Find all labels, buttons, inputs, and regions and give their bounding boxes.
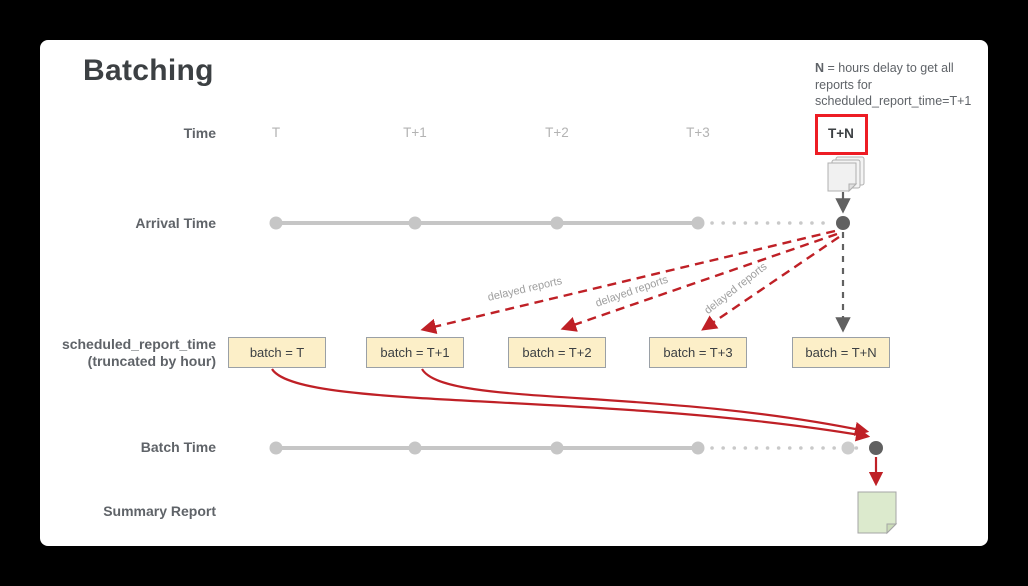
highlight-box-t-plus-n [815, 114, 868, 155]
batch-box-tn: batch = T+N [792, 337, 890, 368]
row-label-time: Time [183, 125, 216, 141]
time-tick-tn: T+N [828, 126, 854, 141]
batch-box-t3: batch = T+3 [649, 337, 747, 368]
time-tick-t2: T+2 [545, 125, 569, 140]
summary-report-note-icon [857, 491, 898, 535]
batch-box-t: batch = T [228, 337, 326, 368]
batchtime-tn-dot [841, 441, 855, 455]
note-line-3: scheduled_report_time=T+1 [815, 94, 972, 108]
batchtime-run-dot [869, 441, 883, 455]
row-label-summary-report: Summary Report [103, 503, 216, 519]
note-line-2: reports for [815, 77, 872, 92]
time-tick-t3: T+3 [686, 125, 710, 140]
slide-card: Batching N = hours delay to get all repo… [40, 40, 988, 546]
batch-box-t2: batch = T+2 [508, 337, 606, 368]
delayed-reports-arrows [420, 229, 840, 335]
delayed-reports-label-2: delayed reports [594, 273, 670, 310]
delay-definition-note: N = hours delay to get all reports for s… [815, 60, 995, 110]
arrival-timeline [269, 216, 850, 230]
note-bold-n: N [815, 61, 825, 75]
delayed-reports-label-1: delayed reports [486, 275, 564, 304]
note-line-1-rest: = hours delay to get all [824, 61, 954, 75]
stacked-reports-icon [827, 156, 865, 193]
time-tick-t: T [271, 125, 281, 140]
arrival-tn-dot [836, 216, 850, 230]
scheduled-label-line2: (truncated by hour) [87, 353, 216, 369]
page-title: Batching [83, 54, 214, 87]
note-line-1: N = hours delay to get all [815, 60, 995, 77]
scheduled-label-line1: scheduled_report_time [61, 336, 216, 352]
batch-box-t1: batch = T+1 [366, 337, 464, 368]
row-label-arrival-time: Arrival Time [135, 215, 216, 231]
time-tick-t1: T+1 [403, 125, 427, 140]
batch-to-batchtime-curves [271, 368, 871, 442]
delayed-reports-label-3: delayed reports [702, 260, 770, 317]
batch-timeline [269, 441, 883, 455]
row-label-scheduled-report-time: scheduled_report_time (truncated by hour… [40, 336, 216, 370]
row-label-batch-time: Batch Time [140, 439, 216, 455]
